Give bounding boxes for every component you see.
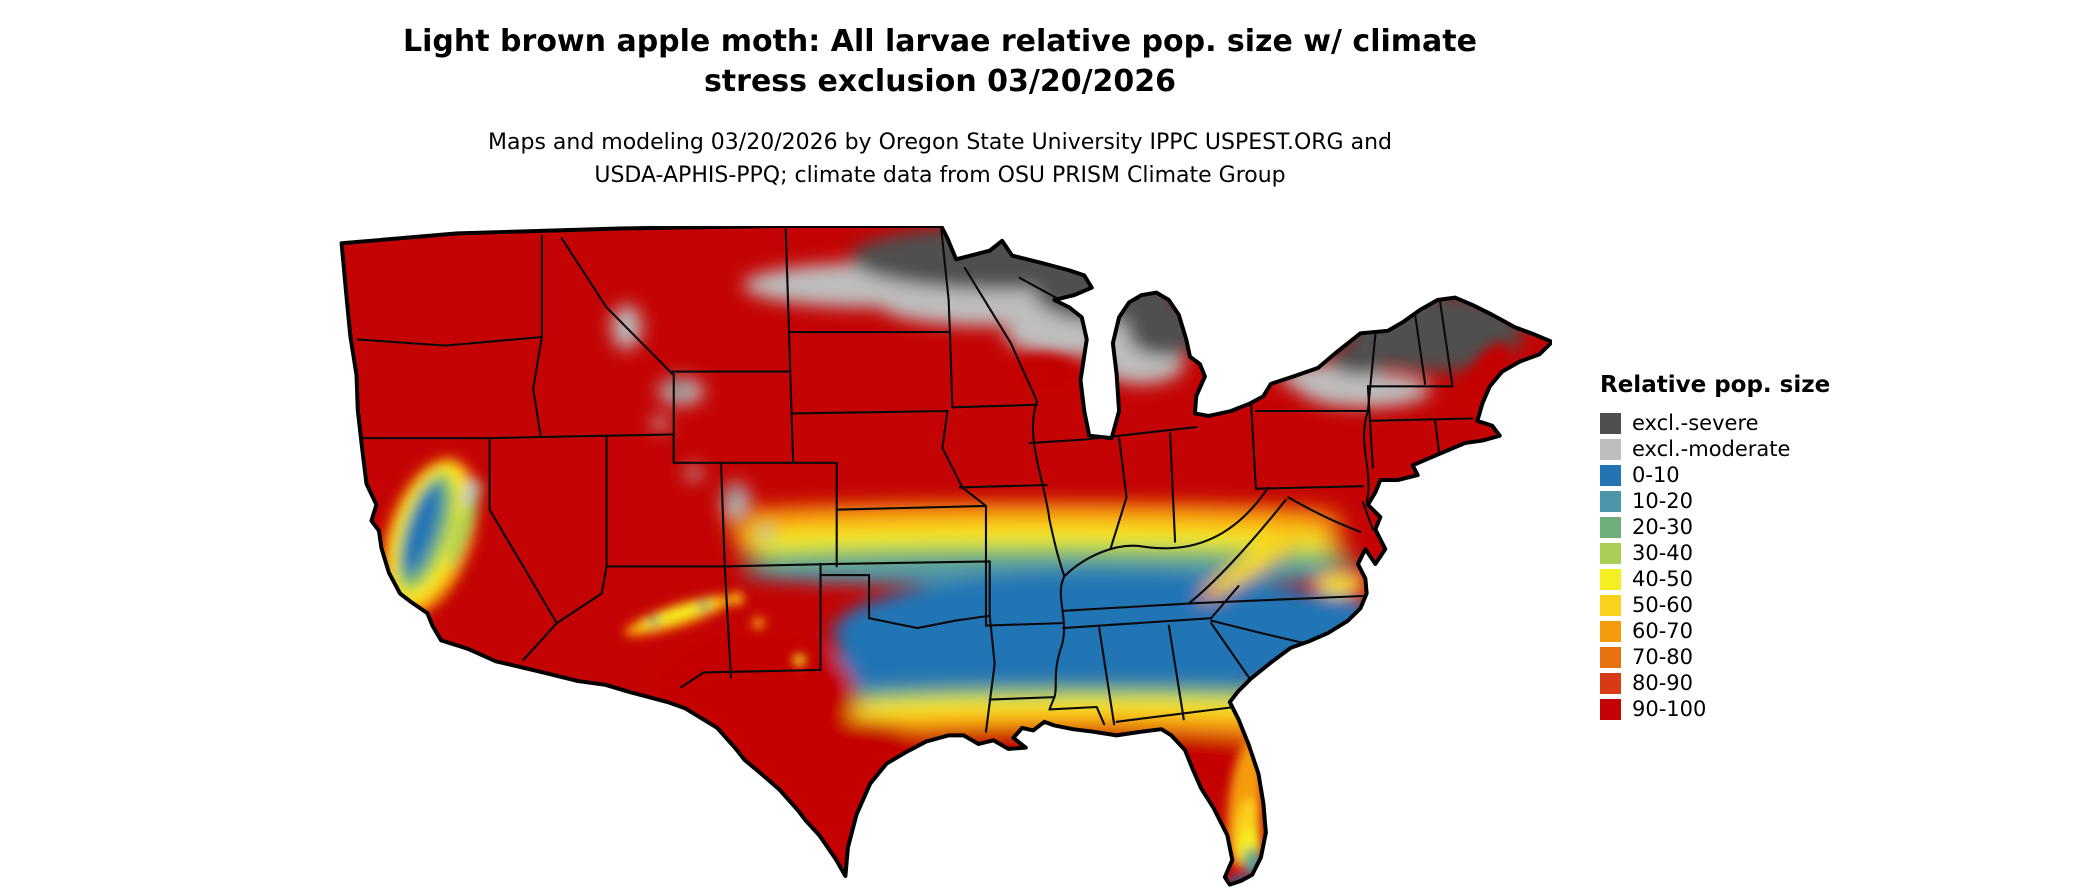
legend-item: 60-70 [1600,618,1830,644]
legend-swatch-20-30 [1600,516,1621,538]
legend-swatch-30-40 [1600,542,1621,564]
legend-title: Relative pop. size [1600,372,1831,398]
legend-swatch-80-90 [1600,672,1621,694]
legend-item: excl.-moderate [1600,436,1830,462]
legend-swatch-10-20 [1600,490,1621,512]
map-legend: Relative pop. size excl.-severe excl.-mo… [1600,372,1830,722]
legend-item: 10-20 [1600,488,1830,514]
map-subtitle-line1: Maps and modeling 03/20/2026 by Oregon S… [488,130,1392,155]
legend-item: 30-40 [1600,540,1830,566]
legend-item: 90-100 [1600,696,1830,722]
legend-label: 10-20 [1632,489,1694,513]
legend-item: 20-30 [1600,514,1830,540]
legend-label: 90-100 [1632,697,1707,721]
legend-label: 80-90 [1632,671,1694,695]
us-map-svg [339,226,1552,887]
map-subtitle: Maps and modeling 03/20/2026 by Oregon S… [360,126,1520,192]
legend-swatch-excl-severe [1600,412,1621,434]
legend-swatch-60-70 [1600,620,1621,642]
legend-swatch-40-50 [1600,568,1621,590]
legend-swatch-0-10 [1600,464,1621,486]
legend-label: 30-40 [1632,541,1694,565]
legend-item: 40-50 [1600,566,1830,592]
legend-label: 0-10 [1632,463,1680,487]
legend-swatch-50-60 [1600,594,1621,616]
legend-swatch-excl-moderate [1600,438,1621,460]
legend-label: 50-60 [1632,593,1694,617]
map-title-line1: Light brown apple moth: All larvae relat… [403,24,1477,59]
legend-label: 40-50 [1632,567,1694,591]
legend-label: 60-70 [1632,619,1694,643]
legend-swatch-90-100 [1600,698,1621,720]
legend-item: 0-10 [1600,462,1830,488]
map-title: Light brown apple moth: All larvae relat… [360,22,1520,102]
us-map [308,226,1552,892]
us-outline [339,226,1552,887]
map-title-line2: stress exclusion 03/20/2026 [703,64,1177,99]
legend-item: 80-90 [1600,670,1830,696]
legend-item: excl.-severe [1600,410,1830,436]
population-raster [341,226,1552,885]
legend-label: 70-80 [1632,645,1694,669]
map-subtitle-line2: USDA-APHIS-PPQ; climate data from OSU PR… [594,163,1286,188]
legend-swatch-70-80 [1600,646,1621,668]
legend-label: excl.-moderate [1632,437,1791,461]
legend-item: 50-60 [1600,592,1830,618]
legend-label: excl.-severe [1632,411,1759,435]
legend-label: 20-30 [1632,515,1694,539]
legend-item: 70-80 [1600,644,1830,670]
